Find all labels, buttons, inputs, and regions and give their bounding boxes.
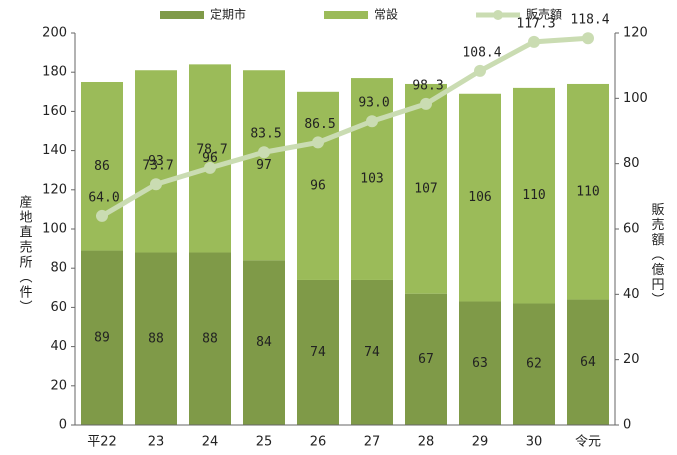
y-tick-label: 40: [50, 339, 67, 354]
bar: [459, 301, 501, 425]
y-tick-label: 100: [42, 222, 67, 237]
bar-label: 88: [202, 331, 218, 346]
x-tick-label: 23: [148, 435, 165, 450]
line-label: 98.3: [412, 78, 443, 93]
y-tick-label: 120: [42, 182, 67, 197]
y2-axis-label: 販売額（億円）: [649, 203, 665, 308]
line-label: 64.0: [88, 190, 119, 205]
y-tick-label: 80: [50, 261, 67, 276]
bar: [243, 70, 285, 261]
line-marker: [204, 161, 216, 174]
line-marker: [312, 136, 324, 149]
line-marker: [366, 115, 378, 128]
legend-swatch: [160, 11, 204, 19]
bar-label: 84: [256, 335, 272, 350]
line-label: 83.5: [250, 127, 281, 142]
bar-label: 63: [472, 356, 488, 371]
bar: [243, 260, 285, 425]
x-tick-label: 27: [364, 435, 381, 450]
x-tick-label: 26: [310, 435, 327, 450]
y2-tick-label: 100: [623, 91, 648, 106]
bar: [405, 293, 447, 425]
x-tick-label: 令元: [575, 435, 601, 450]
bar: [567, 299, 609, 425]
legend-label: 販売額: [526, 7, 562, 22]
bar-label: 110: [522, 188, 545, 203]
bar-label: 97: [256, 158, 272, 173]
line-marker: [420, 97, 432, 110]
bar-label: 110: [576, 184, 599, 199]
x-tick-label: 25: [256, 435, 273, 450]
bar: [351, 279, 393, 425]
y-tick-label: 140: [42, 143, 67, 158]
line-label: 78.7: [196, 142, 227, 157]
line-label: 73.7: [142, 159, 173, 174]
legend-swatch: [493, 10, 504, 20]
y2-tick-label: 120: [623, 26, 648, 41]
bar: [135, 70, 177, 253]
line-label: 118.4: [570, 13, 609, 28]
bar: [189, 252, 231, 425]
bar: [189, 64, 231, 253]
line-marker: [474, 64, 486, 77]
line-marker: [96, 209, 108, 222]
y2-tick-label: 0: [623, 418, 631, 433]
bar-label: 96: [310, 178, 326, 193]
x-tick-label: 30: [526, 435, 543, 450]
y-tick-label: 200: [42, 26, 67, 41]
bar-label: 107: [414, 181, 437, 196]
line-label: 93.0: [358, 96, 389, 111]
x-tick-label: 28: [418, 435, 435, 450]
bar-label: 62: [526, 357, 542, 372]
bar: [297, 91, 339, 280]
y-tick-label: 60: [50, 300, 67, 315]
y2-tick-label: 40: [623, 287, 640, 302]
legend-label: 常設: [374, 7, 398, 22]
y2-tick-label: 60: [623, 222, 640, 237]
y-tick-label: 160: [42, 104, 67, 119]
line-label: 86.5: [304, 117, 335, 132]
line-marker: [150, 178, 162, 191]
bar: [513, 303, 555, 425]
y2-tick-label: 20: [623, 352, 640, 367]
bar-label: 93: [148, 154, 164, 169]
bar-label: 74: [364, 345, 380, 360]
legend-swatch: [324, 11, 369, 19]
bar-label: 106: [468, 190, 491, 205]
bar-label: 64: [580, 355, 596, 370]
x-tick-label: 平22: [87, 435, 117, 450]
y-tick-label: 180: [42, 65, 67, 80]
bar-label: 96: [202, 151, 218, 166]
bar: [459, 93, 501, 302]
bar-label: 74: [310, 345, 326, 360]
x-tick-label: 29: [472, 435, 489, 450]
line: [100, 35, 589, 219]
bar-label: 86: [94, 159, 110, 174]
x-tick-label: 24: [202, 435, 219, 450]
bar: [81, 82, 123, 251]
bar: [513, 87, 555, 304]
y-axis-label: 産地直売所（件）: [17, 194, 33, 315]
line-marker: [528, 35, 540, 48]
line-label: 117.3: [516, 16, 555, 31]
bar: [351, 78, 393, 280]
bar: [297, 279, 339, 425]
y2-tick-label: 80: [623, 156, 640, 171]
bar: [567, 83, 609, 300]
y-tick-label: 0: [59, 418, 67, 433]
bar-label: 88: [148, 331, 164, 346]
bar-label: 103: [360, 172, 383, 187]
bar-label: 67: [418, 352, 434, 367]
bar: [81, 250, 123, 425]
line-label: 108.4: [462, 45, 501, 60]
bar: [135, 252, 177, 425]
bar: [405, 83, 447, 294]
y-tick-label: 20: [50, 378, 67, 393]
legend-label: 定期市: [210, 7, 246, 22]
line-marker: [582, 32, 594, 45]
bar-label: 89: [94, 330, 110, 345]
line-marker: [258, 146, 270, 159]
